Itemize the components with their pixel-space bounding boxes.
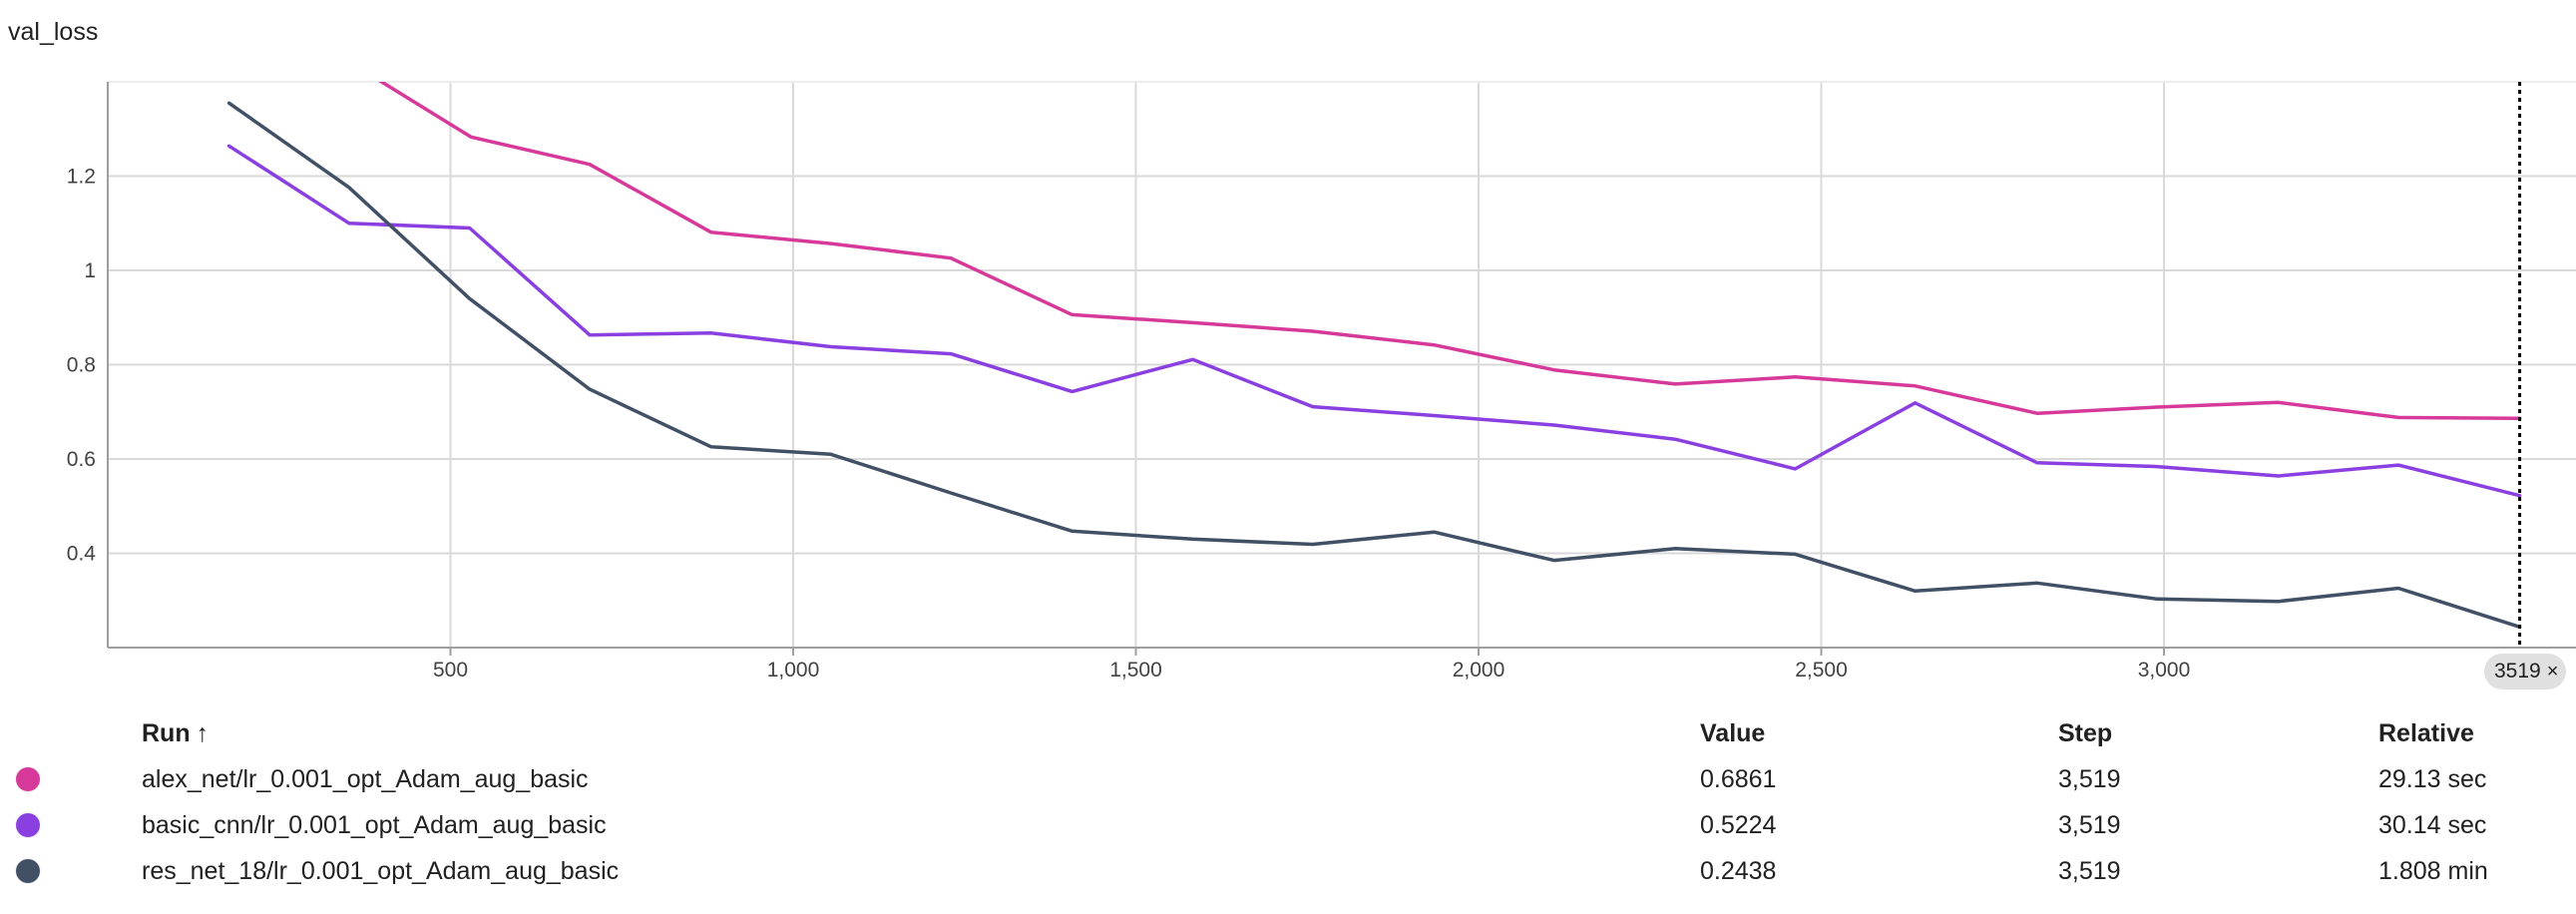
y-tick-label: 0.6 — [67, 448, 96, 471]
run-value: 0.5224 — [1700, 811, 1777, 839]
run-column-header[interactable]: Run ↑ — [142, 719, 210, 747]
x-tick-label: 500 — [433, 659, 468, 682]
table-row[interactable]: res_net_18/lr_0.001_opt_Adam_aug_basic 0… — [0, 848, 2576, 894]
x-tick-label: 1,000 — [767, 659, 820, 682]
step-cursor-chip[interactable]: 3519 × — [2484, 654, 2567, 689]
close-icon[interactable]: × — [2546, 661, 2559, 683]
table-row[interactable]: alex_net/lr_0.001_opt_Adam_aug_basic 0.6… — [0, 756, 2576, 802]
run-value: 0.2438 — [1700, 857, 1777, 885]
chart-title: val_loss — [8, 18, 99, 46]
x-tick-label: 1,500 — [1109, 659, 1162, 682]
series-line — [378, 82, 2522, 421]
run-value: 0.6861 — [1700, 765, 1777, 793]
y-tick-label: 0.8 — [67, 354, 96, 377]
value-column-header[interactable]: Value — [1700, 719, 1766, 747]
x-tick-label: 3,000 — [2138, 659, 2191, 682]
run-color-swatch[interactable] — [16, 859, 40, 883]
x-tick-label: 2,500 — [1795, 659, 1848, 682]
sort-ascending-icon[interactable]: ↑ — [196, 719, 210, 747]
step-cursor-label: 3519 — [2494, 660, 2541, 683]
run-step: 3,519 — [2058, 857, 2121, 885]
x-tick-label: 2,000 — [1453, 659, 1505, 682]
run-name: basic_cnn/lr_0.001_opt_Adam_aug_basic — [142, 811, 607, 839]
line-chart[interactable]: 0.4 0.6 0.8 1 1.2 500 1,000 1,500 2,000 2,500 3,00… — [0, 0, 2576, 698]
run-relative: 1.808 min — [2378, 857, 2488, 885]
relative-column-header[interactable]: Relative — [2378, 719, 2474, 747]
run-name: res_net_18/lr_0.001_opt_Adam_aug_basic — [142, 857, 620, 885]
y-tick-label: 1.2 — [67, 166, 96, 189]
axes: 0.4 0.6 0.8 1 1.2 500 1,000 1,500 2,000 2,500 3,00… — [67, 82, 2576, 682]
y-tick-label: 0.4 — [67, 543, 97, 566]
run-color-swatch[interactable] — [16, 767, 40, 791]
table-header: Run ↑ Value Step Relative — [0, 710, 2576, 756]
run-name: alex_net/lr_0.001_opt_Adam_aug_basic — [142, 765, 589, 793]
run-relative: 29.13 sec — [2378, 765, 2487, 793]
run-color-swatch[interactable] — [16, 813, 40, 837]
grid — [108, 81, 2576, 648]
y-tick-label: 1 — [84, 259, 96, 282]
series-line — [226, 101, 2522, 630]
run-step: 3,519 — [2058, 811, 2121, 839]
series-line — [226, 144, 2522, 498]
step-column-header[interactable]: Step — [2058, 719, 2113, 747]
table-row[interactable]: basic_cnn/lr_0.001_opt_Adam_aug_basic 0.… — [0, 802, 2576, 848]
run-step: 3,519 — [2058, 765, 2121, 793]
run-relative: 30.14 sec — [2378, 811, 2487, 839]
series-lines — [226, 82, 2522, 630]
